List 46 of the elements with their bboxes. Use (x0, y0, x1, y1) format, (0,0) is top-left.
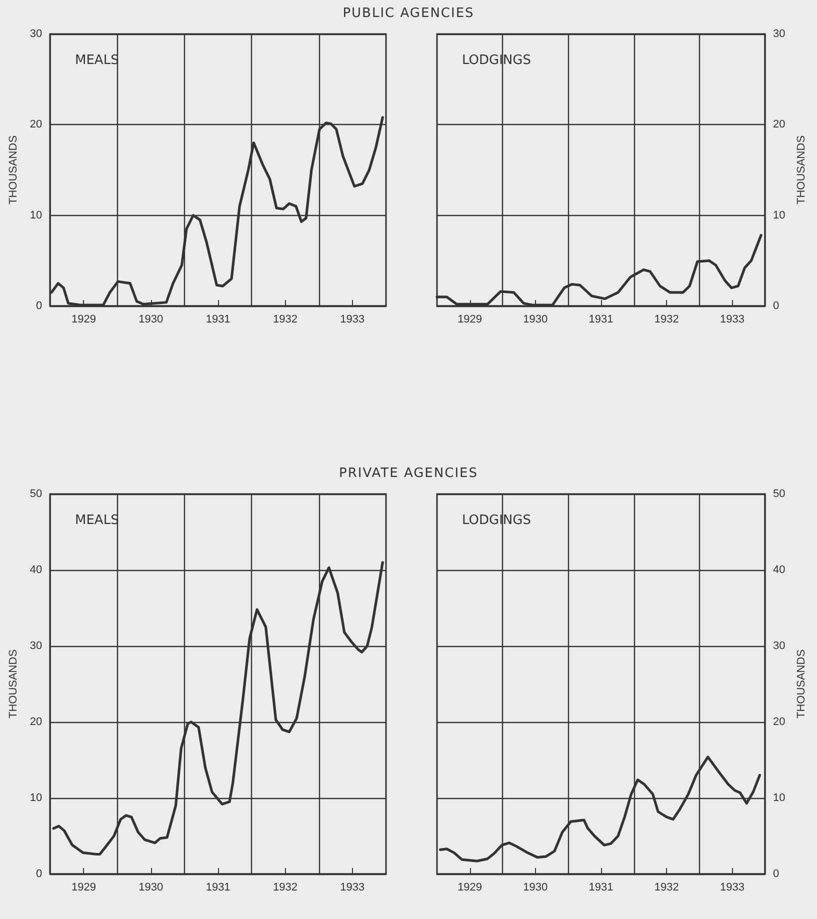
y2-tick-label: 10 (773, 209, 786, 222)
y-axis-title: THOUSANDS (8, 649, 20, 719)
x-tick-label: 1929 (71, 882, 96, 894)
x-tick-label: 1931 (206, 314, 230, 326)
chart-title: PRIVATE AGENCIES (338, 466, 479, 481)
x-tick-label: 1933 (340, 882, 365, 894)
y-tick-label: 10 (30, 209, 42, 222)
y2-axis-title: THOUSANDS (796, 135, 808, 205)
y-tick-label: 30 (30, 640, 42, 652)
x-tick-label: 1929 (458, 882, 482, 894)
x-tick-label: 1931 (588, 882, 614, 894)
x-tick-label: 1930 (138, 314, 164, 326)
x-tick-label: 1931 (206, 882, 230, 894)
x-tick-label: 1932 (654, 314, 679, 326)
x-tick-label: 1929 (458, 314, 482, 326)
x-tick-label: 1932 (654, 882, 679, 894)
y2-tick-label: 20 (773, 716, 786, 728)
y-tick-label: 20 (30, 118, 42, 131)
x-tick-label: 1933 (720, 314, 744, 326)
x-tick-label: 1929 (71, 314, 96, 326)
chart-title: PUBLIC AGENCIES (342, 6, 476, 21)
x-tick-label: 1930 (138, 882, 164, 894)
x-tick-label: 1933 (720, 882, 744, 894)
y2-tick-label: 10 (773, 792, 786, 804)
y-tick-label: 0 (36, 300, 42, 312)
y-tick-label: 0 (36, 868, 42, 880)
y2-axis-title: THOUSANDS (796, 649, 808, 719)
y2-tick-label: 20 (773, 118, 786, 131)
y2-tick-label: 40 (773, 564, 786, 576)
y-tick-label: 40 (30, 564, 42, 576)
y-axis-title: THOUSANDS (8, 135, 20, 205)
y2-tick-label: 50 (773, 488, 786, 500)
x-tick-label: 1931 (588, 314, 614, 326)
y-tick-label: 20 (30, 716, 42, 728)
y2-tick-label: 30 (773, 640, 786, 652)
x-tick-label: 1930 (523, 882, 548, 894)
y2-tick-label: 0 (773, 300, 780, 312)
y-tick-label: 30 (30, 28, 42, 40)
x-tick-label: 1933 (340, 314, 365, 326)
x-tick-label: 1932 (273, 314, 298, 326)
x-tick-label: 1930 (523, 314, 548, 326)
y2-tick-label: 30 (773, 28, 786, 40)
y-tick-label: 50 (30, 488, 42, 500)
y2-tick-label: 0 (773, 868, 780, 880)
y-tick-label: 10 (30, 792, 42, 804)
x-tick-label: 1932 (273, 882, 298, 894)
